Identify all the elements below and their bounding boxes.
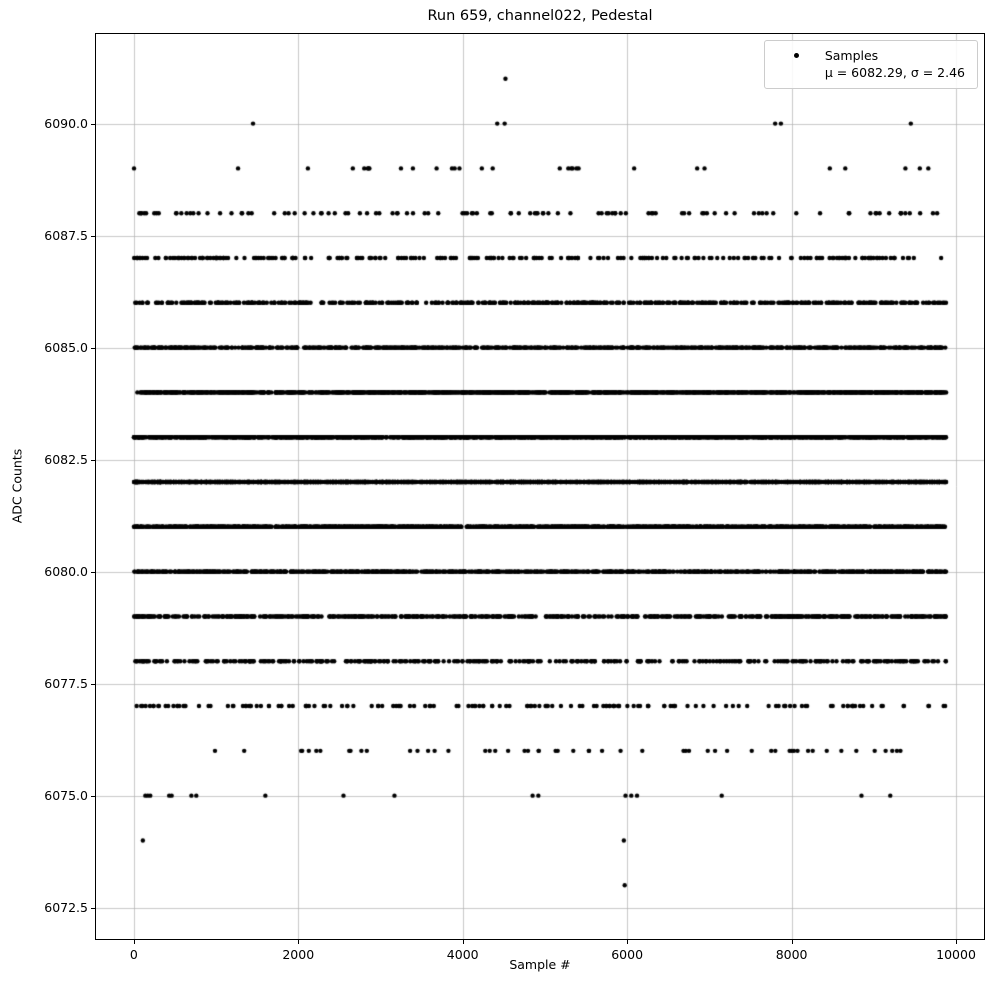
x-tick-mark (791, 940, 793, 944)
legend-entry-stats: μ = 6082.29, σ = 2.46 (775, 64, 965, 81)
x-tick-mark (298, 940, 300, 944)
y-tick-mark (91, 795, 95, 797)
x-tick-mark (462, 940, 464, 944)
y-tick-mark (91, 235, 95, 237)
y-tick-mark (91, 907, 95, 909)
x-axis-label: Sample # (509, 957, 571, 972)
x-tick-label: 4000 (446, 947, 479, 962)
scatter-marker-icon (794, 53, 800, 58)
y-tick-label: 6075.0 (44, 787, 88, 803)
legend-stats: μ = 6082.29, σ = 2.46 (824, 65, 965, 80)
x-tick-mark (627, 940, 629, 944)
x-tick-mark (956, 940, 958, 944)
y-tick-label: 6082.5 (44, 451, 88, 467)
y-tick-label: 6080.0 (44, 563, 88, 579)
y-tick-mark (91, 571, 95, 573)
chart-title: Run 659, channel022, Pedestal (427, 8, 653, 24)
x-tick-label: 10000 (936, 947, 976, 962)
y-tick-label: 6090.0 (44, 115, 88, 131)
y-tick-label: 6077.5 (44, 675, 88, 691)
legend: Samples μ = 6082.29, σ = 2.46 (763, 40, 978, 89)
legend-label: Samples (824, 48, 879, 63)
y-tick-mark (91, 123, 95, 125)
y-tick-label: 6085.0 (44, 339, 88, 355)
scatter-canvas (96, 34, 984, 939)
x-tick-label: 2000 (282, 947, 315, 962)
y-tick-label: 6087.5 (44, 227, 88, 243)
x-tick-label: 8000 (775, 947, 808, 962)
y-tick-label: 6072.5 (44, 899, 88, 915)
legend-marker-column (775, 53, 819, 58)
legend-entry-samples: Samples (775, 47, 965, 64)
x-tick-mark (133, 940, 135, 944)
x-tick-label: 6000 (611, 947, 644, 962)
y-tick-mark (91, 683, 95, 685)
x-tick-label: 0 (129, 947, 138, 962)
y-tick-mark (91, 459, 95, 461)
y-tick-mark (91, 347, 95, 349)
plot-area: Samples μ = 6082.29, σ = 2.46 (95, 33, 985, 940)
